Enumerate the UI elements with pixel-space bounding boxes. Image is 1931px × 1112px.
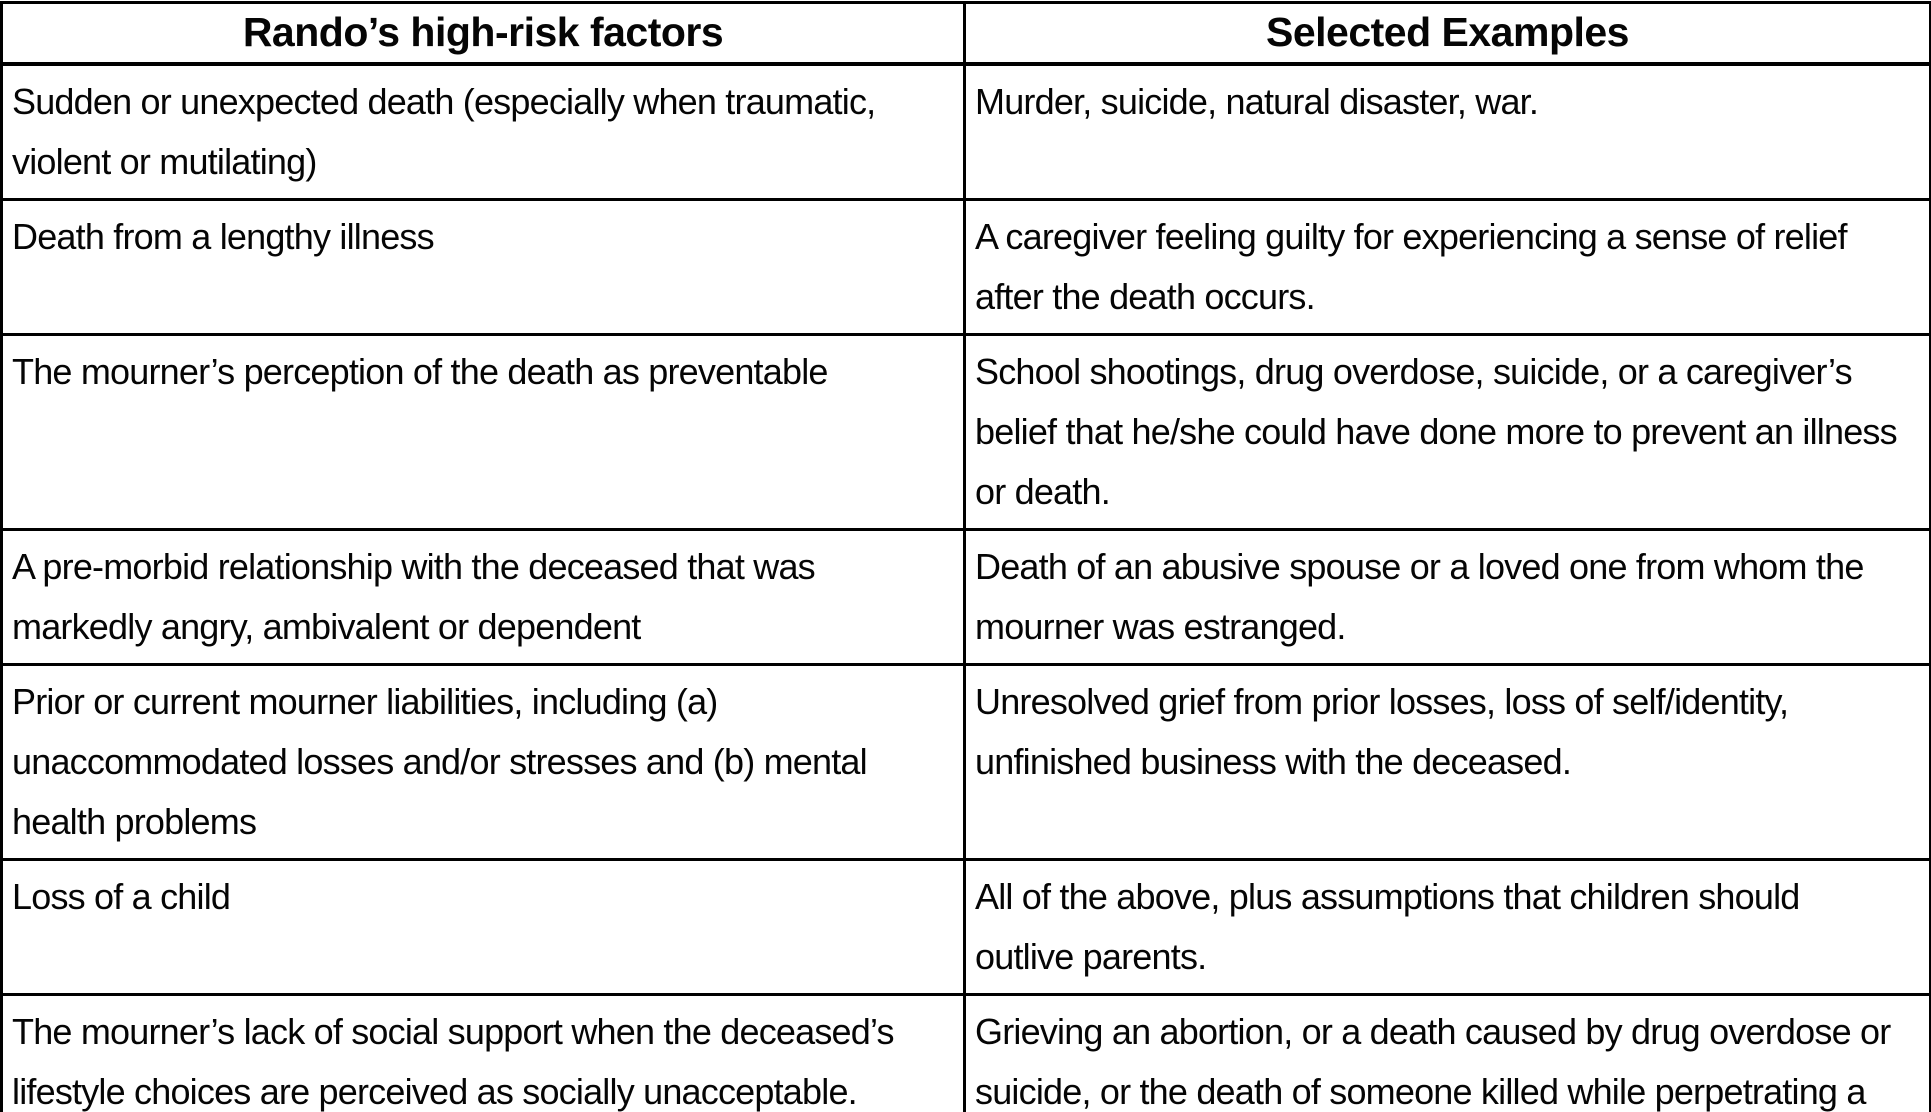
factor-cell: Loss of a child — [0, 858, 966, 996]
factor-cell: Prior or current mourner liabilities, in… — [0, 663, 966, 861]
factor-cell: Sudden or unexpected death (especially w… — [0, 62, 966, 201]
factor-cell: The mourner’s lack of social support whe… — [0, 993, 966, 1112]
example-cell: Murder, suicide, natural disaster, war. — [963, 62, 1931, 201]
example-cell: School shootings, drug overdose, suicide… — [963, 333, 1931, 531]
column-header-factors: Rando’s high-risk factors — [0, 1, 966, 66]
example-cell: A caregiver feeling guilty for experienc… — [963, 198, 1931, 336]
table-row: Death from a lengthy illness A caregiver… — [0, 198, 1931, 336]
table-row: Loss of a child All of the above, plus a… — [0, 858, 1931, 996]
factor-cell: A pre-morbid relationship with the decea… — [0, 528, 966, 666]
column-header-examples: Selected Examples — [963, 1, 1931, 66]
table-row: Prior or current mourner liabilities, in… — [0, 663, 1931, 861]
table-row: A pre-morbid relationship with the decea… — [0, 528, 1931, 666]
table-row: The mourner’s perception of the death as… — [0, 333, 1931, 531]
factor-cell: Death from a lengthy illness — [0, 198, 966, 336]
table-body: Sudden or unexpected death (especially w… — [0, 62, 1931, 1112]
table-header: Rando’s high-risk factors Selected Examp… — [0, 1, 1931, 66]
table-row: The mourner’s lack of social support whe… — [0, 993, 1931, 1112]
table-row: Sudden or unexpected death (especially w… — [0, 62, 1931, 201]
example-cell: Death of an abusive spouse or a loved on… — [963, 528, 1931, 666]
example-cell: Grieving an abortion, or a death caused … — [963, 993, 1931, 1112]
factor-cell: The mourner’s perception of the death as… — [0, 333, 966, 531]
header-row: Rando’s high-risk factors Selected Examp… — [0, 1, 1931, 66]
example-cell: Unresolved grief from prior losses, loss… — [963, 663, 1931, 861]
example-cell: All of the above, plus assumptions that … — [963, 858, 1931, 996]
